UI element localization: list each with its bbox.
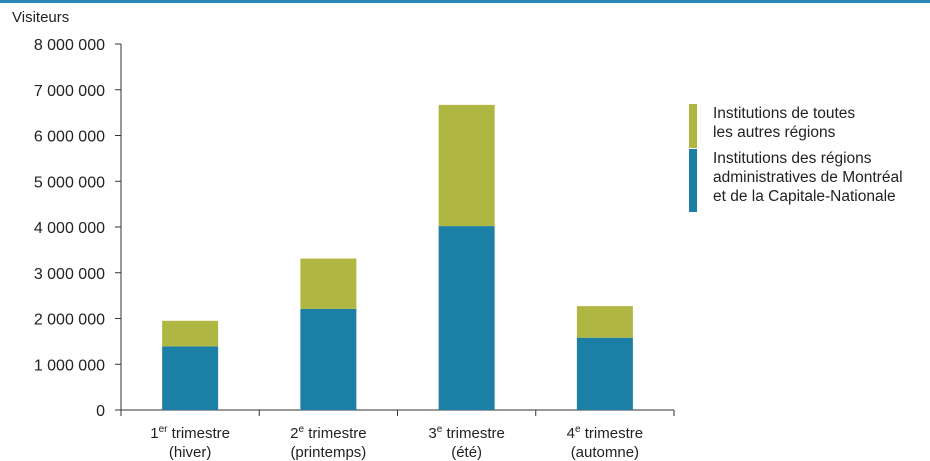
x-category-label: 4e trimestre — [567, 424, 643, 442]
bar-montreal-segment — [576, 337, 633, 410]
y-tick-label: 3 000 000 — [34, 266, 105, 283]
x-category-sublabel: (été) — [451, 444, 482, 461]
x-category-label: 1er trimestre — [150, 424, 230, 442]
top-rule — [0, 0, 930, 3]
legend-label: Institutions de toutes les autres région… — [713, 105, 856, 141]
bar-montreal-segment — [162, 346, 219, 410]
bar-other-regions-segment — [438, 104, 495, 227]
y-tick-label: 7 000 000 — [34, 83, 105, 100]
y-tick-label: 6 000 000 — [34, 129, 105, 146]
y-tick-label: 2 000 000 — [34, 312, 105, 329]
y-tick-label: 8 000 000 — [34, 37, 105, 54]
x-category-label: 2e trimestre — [290, 424, 366, 442]
y-tick-label: 5 000 000 — [34, 174, 105, 191]
bar-montreal-segment — [300, 308, 357, 410]
y-tick-label: 4 000 000 — [34, 220, 105, 237]
legend-swatch — [689, 104, 697, 148]
bar-montreal-segment — [438, 226, 495, 410]
x-category-label: 3e trimestre — [428, 424, 504, 442]
bar-other-regions-segment — [300, 258, 357, 309]
legend-item: Institutions des régions administratives… — [689, 149, 929, 212]
x-category-sublabel: (printemps) — [290, 444, 366, 461]
bar-other-regions-segment — [162, 320, 219, 347]
x-category-sublabel: (automne) — [571, 444, 639, 461]
y-tick-label: 0 — [96, 403, 105, 420]
chart-legend: Institutions de toutes les autres région… — [689, 104, 929, 212]
y-axis-title: Visiteurs — [12, 9, 70, 26]
legend-swatch — [689, 149, 697, 212]
y-tick-label: 1 000 000 — [34, 357, 105, 374]
bar-other-regions-segment — [576, 306, 633, 338]
x-category-sublabel: (hiver) — [169, 444, 212, 461]
legend-label: Institutions des régions administratives… — [713, 150, 903, 205]
legend-item: Institutions de toutes les autres région… — [689, 104, 929, 148]
